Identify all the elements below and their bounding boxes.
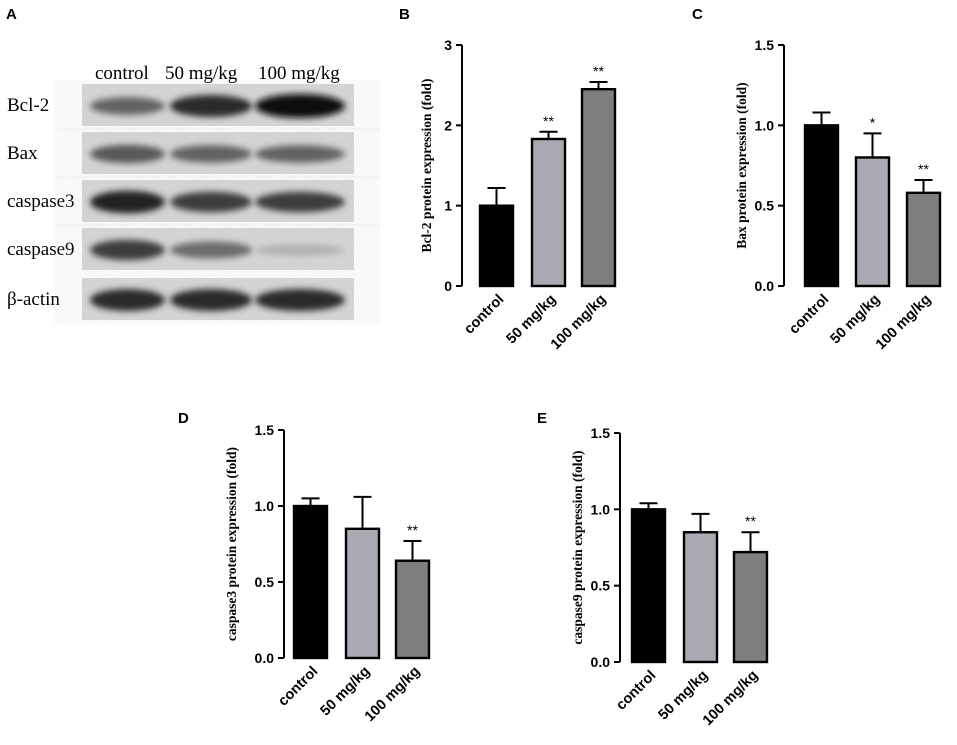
panel-label-a: A (6, 6, 17, 23)
blot-band (170, 241, 252, 259)
blot-strip (82, 228, 354, 270)
blot-band (255, 145, 345, 163)
bar (292, 504, 329, 660)
bar (682, 531, 719, 664)
bar (630, 508, 667, 664)
panel-label-b: B (399, 6, 410, 23)
blot-band (170, 145, 252, 163)
blot-row-label: β-actin (7, 289, 60, 310)
y-tick-label: 0.0 (255, 650, 275, 666)
blot-row-label: Bax (7, 143, 38, 164)
western-blot-panel: control 50 mg/kg 100 mg/kg Bcl-2 Bax caspa… (7, 63, 354, 320)
blot-band (255, 289, 345, 311)
blot-band (255, 94, 345, 118)
blot-column-label: control (95, 63, 149, 84)
panel-label-c: C (692, 6, 703, 23)
y-axis-label: Bcl-2 protein expression (fold) (419, 79, 434, 253)
significance-marker: ** (407, 522, 418, 538)
blot-column-label: 100 mg/kg (258, 63, 340, 84)
bar (478, 204, 515, 288)
bar (905, 191, 942, 288)
bar (803, 124, 840, 288)
y-tick-label: 1 (444, 198, 452, 214)
y-tick-label: 1.5 (255, 422, 275, 438)
y-axis-label: caspase3 protein expression (fold) (224, 447, 239, 641)
y-tick-label: 1.5 (755, 37, 775, 53)
blot-band (90, 190, 165, 214)
y-tick-label: 0.5 (755, 198, 775, 214)
y-axis-label: Bax protein expression (fold) (734, 82, 749, 248)
y-axis-label: caspase9 protein expression (fold) (570, 450, 585, 644)
category-label: control (613, 668, 659, 714)
blot-band (255, 191, 345, 213)
panel-label-e: E (537, 410, 548, 427)
bar (344, 527, 381, 660)
blot-band (90, 289, 165, 311)
y-tick-label: 1.0 (591, 501, 611, 517)
blot-band (255, 244, 345, 256)
blot-strip (82, 180, 354, 222)
significance-marker: ** (593, 63, 604, 79)
blot-strip (82, 84, 354, 126)
blot-column-label: 50 mg/kg (165, 63, 238, 84)
blot-band (170, 289, 252, 311)
blot-band (170, 95, 252, 117)
blot-strip (82, 278, 354, 320)
y-tick-label: 0.5 (591, 578, 611, 594)
y-tick-label: 0.0 (755, 278, 775, 294)
significance-marker: * (870, 114, 876, 130)
blot-strip (82, 132, 354, 174)
y-tick-label: 0.5 (255, 574, 275, 590)
blot-band (170, 191, 252, 213)
blot-row-label: caspase3 (7, 191, 75, 212)
bar (854, 156, 891, 288)
significance-marker: ** (745, 513, 756, 529)
bar (394, 559, 431, 660)
y-tick-label: 0.0 (591, 654, 611, 670)
bar (580, 87, 617, 288)
bar (732, 550, 769, 664)
panel-label-d: D (178, 410, 189, 427)
y-tick-label: 1.5 (591, 425, 611, 441)
blot-row-label: caspase9 (7, 239, 75, 260)
blot-row-label: Bcl-2 (7, 95, 49, 116)
y-tick-label: 1.0 (255, 498, 275, 514)
significance-marker: ** (543, 113, 554, 129)
y-tick-label: 2 (444, 117, 452, 133)
significance-marker: ** (918, 161, 929, 177)
y-tick-label: 1.0 (755, 117, 775, 133)
bar (530, 137, 567, 288)
blot-band (90, 97, 165, 115)
y-tick-label: 3 (444, 37, 452, 53)
y-tick-label: 0 (444, 278, 452, 294)
blot-band (90, 239, 165, 261)
blot-band (90, 144, 165, 164)
